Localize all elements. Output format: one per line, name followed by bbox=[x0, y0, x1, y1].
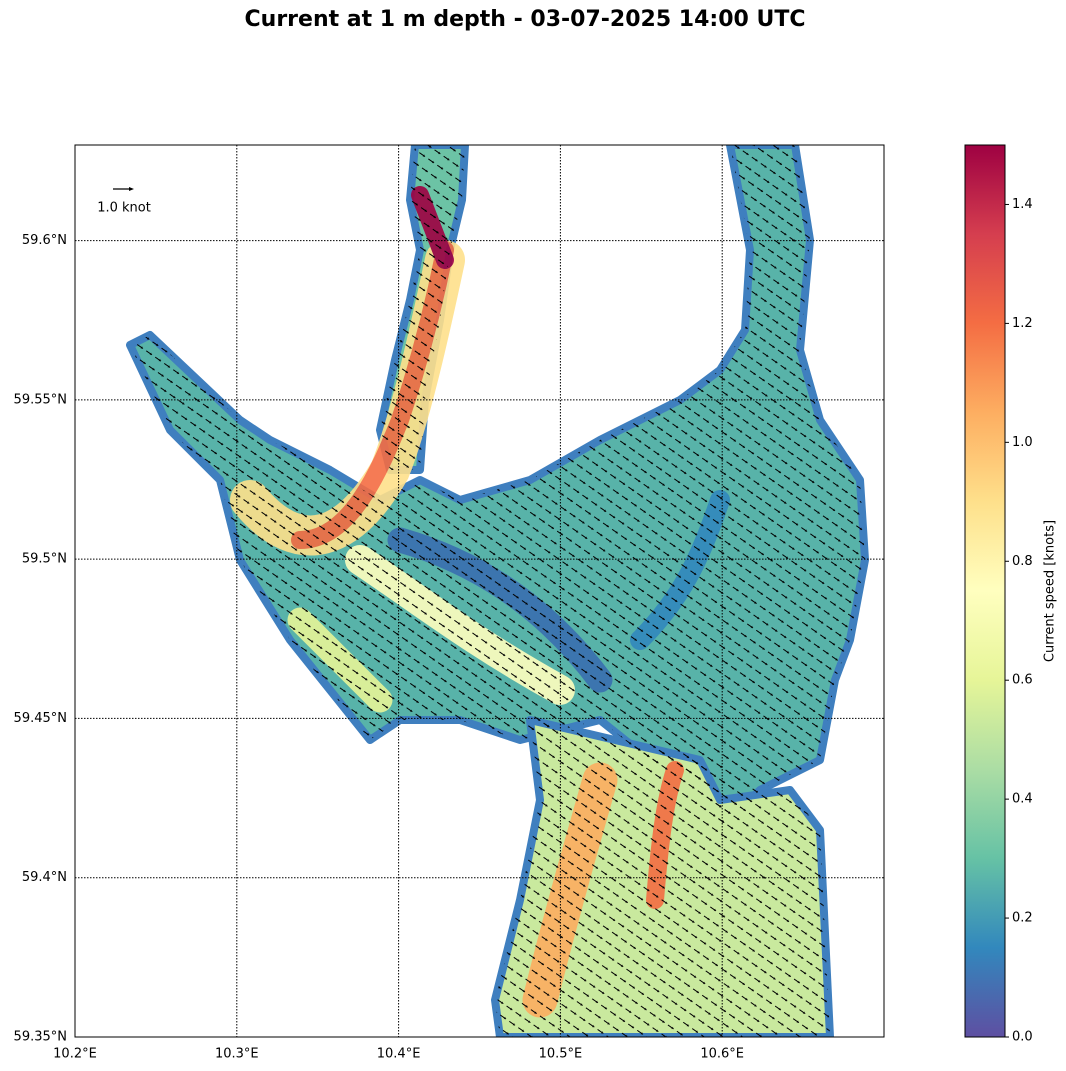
title: Current at 1 m depth - 03-07-2025 14:00 … bbox=[245, 7, 806, 32]
y-tick-label: 59.35°N bbox=[14, 1030, 67, 1045]
y-tick-label: 59.4°N bbox=[22, 870, 67, 885]
y-tick-label: 59.45°N bbox=[14, 711, 67, 726]
axes-frame bbox=[74, 144, 885, 1038]
y-tick-label: 59.5°N bbox=[22, 552, 67, 567]
quiver-key: 1.0 knot bbox=[97, 187, 151, 216]
x-tick-label: 10.2°E bbox=[53, 1047, 97, 1062]
colorbar-label: Current speed [knots] bbox=[1043, 520, 1058, 662]
quiver-key-label: 1.0 knot bbox=[97, 201, 151, 216]
y-tick-label: 59.6°N bbox=[22, 233, 67, 248]
quiver-key-head bbox=[129, 187, 134, 191]
x-tick-label: 10.4°E bbox=[377, 1047, 421, 1062]
x-tick-label: 10.3°E bbox=[215, 1047, 259, 1062]
colorbar-tick-label: 0.8 bbox=[1012, 554, 1033, 569]
x-tick-label: 10.6°E bbox=[700, 1047, 744, 1062]
colorbar-tick-label: 0.4 bbox=[1012, 792, 1033, 807]
quiver bbox=[130, 145, 865, 1037]
colorbar bbox=[964, 144, 1006, 1038]
x-tick-label: 10.5°E bbox=[539, 1047, 583, 1062]
y-tick-label: 59.55°N bbox=[14, 392, 67, 407]
current-field bbox=[126, 145, 869, 1037]
colorbar-tick-label: 1.4 bbox=[1012, 197, 1033, 212]
colorbar-tick-label: 0.6 bbox=[1012, 673, 1033, 688]
colorbar-tick-label: 0.2 bbox=[1012, 911, 1033, 926]
colorbar-tick-label: 0.0 bbox=[1012, 1030, 1033, 1045]
colorbar-tick-label: 1.0 bbox=[1012, 435, 1033, 450]
colorbar-tick-label: 1.2 bbox=[1012, 316, 1033, 331]
